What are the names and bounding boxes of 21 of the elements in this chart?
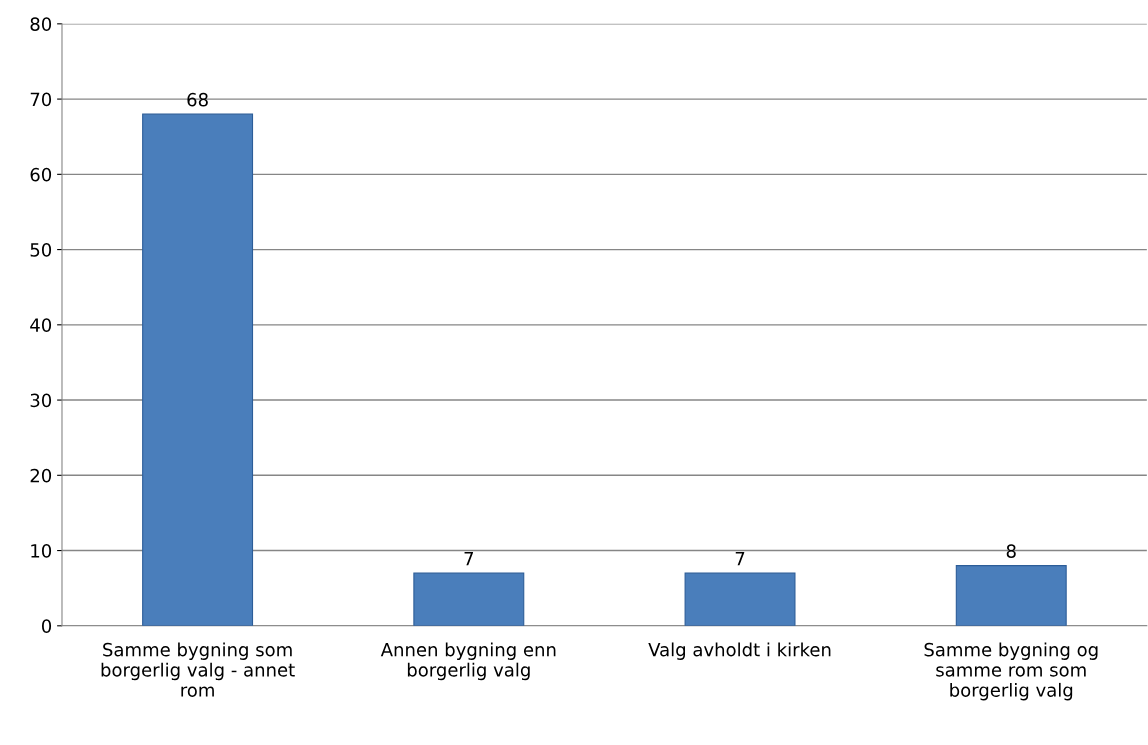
data-label: 7 <box>735 552 745 566</box>
y-tick-label: 50 <box>30 243 52 257</box>
data-label: 7 <box>464 552 474 566</box>
bar <box>955 565 1067 626</box>
y-tick-label: 60 <box>30 167 52 182</box>
data-label: 68 <box>187 92 208 107</box>
y-tick-label: 80 <box>30 17 52 31</box>
x-tick-label: Valg avholdt i kirken <box>648 642 831 660</box>
x-tick-label: Samme bygning som borgerlig valg - annet rom <box>101 642 295 697</box>
y-tick-label: 20 <box>30 468 52 483</box>
y-tick-label: 30 <box>30 393 52 408</box>
bar <box>142 113 254 626</box>
y-tick-label: 10 <box>31 544 52 558</box>
x-tick-label: Annen bygning enn borgerlig valg <box>380 642 556 681</box>
y-tick-label: 40 <box>30 318 52 332</box>
data-label: 8 <box>1006 544 1016 558</box>
y-tick-label: 70 <box>30 92 52 107</box>
bar <box>413 572 525 626</box>
bar <box>684 572 796 626</box>
y-tick-label: 0 <box>41 619 52 633</box>
x-tick-label: Samme bygning og samme rom som borgerlig valg <box>924 642 1098 701</box>
